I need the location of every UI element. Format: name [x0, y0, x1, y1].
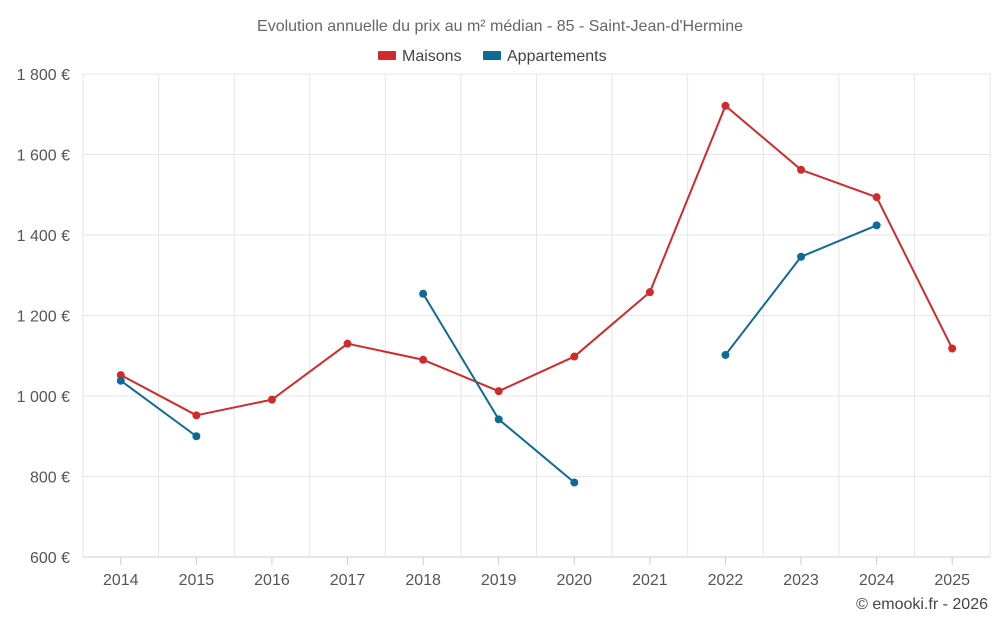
x-tick-label: 2015 — [179, 572, 215, 589]
data-point-maisons[interactable] — [721, 101, 730, 110]
x-tick-label: 2017 — [330, 572, 366, 589]
data-point-maisons[interactable] — [645, 288, 654, 297]
legend-swatch — [378, 51, 396, 60]
legend-item-appartements[interactable]: Appartements — [483, 48, 607, 65]
grid — [82, 73, 991, 558]
y-tick-label: 1 800 € — [17, 67, 70, 84]
series-line-maisons — [120, 104, 954, 417]
x-tick-label: 2018 — [405, 572, 441, 589]
series-maisons — [116, 101, 957, 420]
legend-swatch — [483, 51, 501, 60]
chart-title: Evolution annuelle du prix au m² médian … — [257, 18, 743, 35]
series-layer — [116, 101, 957, 487]
y-tick-label: 1 600 € — [17, 148, 70, 165]
y-tick-label: 600 € — [30, 550, 70, 567]
legend-label: Maisons — [402, 48, 462, 65]
credit-text: © emooki.fr - 2026 — [856, 596, 988, 613]
data-point-appartements[interactable] — [872, 221, 881, 230]
data-point-maisons[interactable] — [797, 165, 806, 174]
x-tick-label: 2022 — [708, 572, 744, 589]
legend: Maisons Appartements — [378, 48, 607, 65]
x-tick-label: 2023 — [783, 572, 819, 589]
x-tick-label: 2025 — [934, 572, 970, 589]
x-tick-label: 2019 — [481, 572, 517, 589]
x-axis: 2014 2015 2016 2017 2018 2019 2020 2021 2022 2023… — [103, 557, 970, 589]
x-tick-label: 2014 — [103, 572, 139, 589]
data-point-appartements[interactable] — [116, 376, 125, 385]
legend-label: Appartements — [507, 48, 607, 65]
series-line-appartements — [724, 224, 878, 356]
x-tick-label: 2020 — [556, 572, 592, 589]
series-appartements — [116, 221, 881, 487]
x-tick-label: 2024 — [859, 572, 895, 589]
y-axis: 600 € 800 € 1 000 € 1 200 € 1 400 € 1 600 € 1 … — [17, 67, 70, 567]
y-tick-label: 1 200 € — [17, 309, 70, 326]
data-point-appartements[interactable] — [419, 289, 428, 298]
data-point-maisons[interactable] — [116, 371, 125, 380]
series-line-appartements — [120, 379, 197, 438]
y-tick-label: 800 € — [30, 470, 70, 487]
data-point-maisons[interactable] — [419, 355, 428, 364]
data-point-maisons[interactable] — [343, 339, 352, 348]
data-point-appartements[interactable] — [192, 432, 201, 441]
y-tick-label: 1 000 € — [17, 389, 70, 406]
data-point-maisons[interactable] — [267, 395, 276, 404]
x-tick-label: 2016 — [254, 572, 290, 589]
legend-item-maisons[interactable]: Maisons — [378, 48, 462, 65]
data-point-appartements[interactable] — [797, 252, 806, 261]
data-point-appartements[interactable] — [494, 415, 503, 424]
data-point-maisons[interactable] — [948, 344, 957, 353]
y-tick-label: 1 400 € — [17, 228, 70, 245]
data-point-maisons[interactable] — [570, 352, 579, 361]
data-point-maisons[interactable] — [192, 411, 201, 420]
data-point-appartements[interactable] — [570, 478, 579, 487]
data-point-maisons[interactable] — [872, 193, 881, 202]
data-point-appartements[interactable] — [721, 350, 730, 359]
data-point-maisons[interactable] — [494, 387, 503, 396]
x-tick-label: 2021 — [632, 572, 668, 589]
